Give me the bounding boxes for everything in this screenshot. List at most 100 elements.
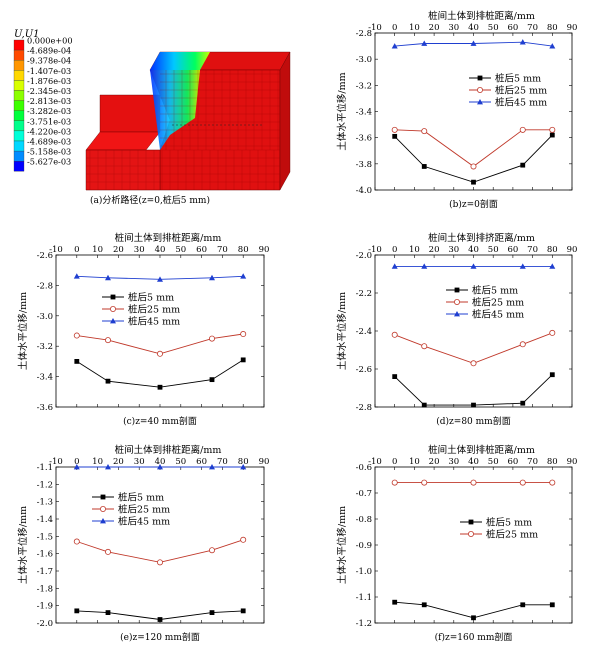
- contour-legend-label: -2.345e-03: [27, 86, 71, 96]
- x-axis-title: 桩间土体到排桩距离/mm: [115, 444, 222, 456]
- contour-legend-swatch: [13, 39, 25, 51]
- y-axis-title: 土体水平位移/mm: [17, 506, 29, 584]
- x-tick-label: -10: [368, 245, 382, 255]
- y-tick-label: -3.0: [356, 55, 372, 65]
- x-tick-label: -10: [49, 457, 63, 467]
- y-tick-label: -2.2: [356, 289, 372, 299]
- contour-legend-swatch: [13, 70, 25, 81]
- x-tick-label: 60: [196, 245, 207, 255]
- chart-caption: (e)z=120 mm剖面: [120, 631, 200, 643]
- x-tick-label: 90: [259, 457, 270, 467]
- chart-caption: (b)z=0剖面: [449, 198, 498, 210]
- x-tick-label: -10: [368, 457, 382, 467]
- x-tick-label: 80: [547, 23, 558, 33]
- data-point: [470, 40, 477, 46]
- data-point: [549, 43, 556, 49]
- legend-label: 桩后5 mm: [118, 492, 164, 504]
- data-point: [208, 335, 215, 342]
- series-line: [76, 359, 244, 388]
- chart-caption: (c)z=40 mm剖面: [123, 415, 197, 427]
- data-point: [470, 163, 477, 170]
- data-point: [240, 608, 246, 614]
- data-point: [471, 402, 476, 408]
- x-tick-label: 80: [547, 457, 558, 467]
- x-tick-label: 60: [196, 457, 207, 467]
- data-point: [156, 559, 163, 566]
- data-point: [549, 132, 555, 138]
- contour-legend-label: -4.689e-04: [27, 46, 71, 56]
- x-tick-label: 20: [429, 23, 440, 33]
- data-point: [421, 164, 427, 169]
- x-tick-label: 40: [468, 457, 479, 467]
- legend-label: 桩后5 mm: [486, 517, 532, 529]
- data-point: [240, 357, 246, 363]
- legend-label: 桩后5 mm: [128, 292, 174, 304]
- data-point: [421, 343, 428, 350]
- x-tick-label: 10: [409, 23, 420, 33]
- x-tick-label: 70: [527, 23, 538, 33]
- contour-legend-swatch: [13, 130, 25, 142]
- y-tick-label: -1.1: [37, 463, 53, 473]
- x-tick-label: 60: [507, 457, 518, 467]
- legend-label: 桩后5 mm: [472, 285, 518, 297]
- data-point: [240, 273, 247, 279]
- data-point: [391, 43, 398, 49]
- data-point: [105, 610, 111, 615]
- contour-legend-swatch: [13, 110, 25, 121]
- y-tick-label: -2.0: [356, 251, 372, 261]
- data-point: [105, 548, 112, 555]
- y-tick-label: -3.6: [37, 403, 53, 413]
- data-point: [74, 359, 80, 364]
- x-tick-label: -10: [368, 23, 382, 33]
- y-tick-label: -1.6: [37, 550, 53, 560]
- y-tick-label: -2.4: [356, 327, 372, 337]
- data-point: [549, 479, 556, 486]
- chart-caption: (d)z=80 mm剖面: [436, 415, 510, 427]
- y-tick-label: -1.2: [37, 480, 53, 490]
- data-point: [471, 615, 476, 621]
- legend-label: 桩后25 mm: [118, 504, 170, 516]
- data-point: [391, 331, 398, 338]
- series-line: [394, 332, 553, 364]
- data-point: [549, 602, 555, 608]
- y-tick-label: -2.0: [37, 619, 53, 629]
- x-axis-title: 桩间土体到排挤距离/mm: [428, 232, 535, 244]
- contour-legend-label: -9.378e-04: [27, 56, 71, 66]
- x-tick-label: 50: [175, 457, 186, 467]
- y-tick-label: -1.8: [37, 584, 53, 594]
- y-tick-label: -1.5: [37, 532, 53, 542]
- x-tick-label: 60: [507, 245, 518, 255]
- data-point: [73, 273, 80, 279]
- contour-legend-swatch: [13, 150, 25, 162]
- contour-legend-swatch: [13, 120, 25, 132]
- x-tick-label: 40: [155, 457, 166, 467]
- y-tick-label: -2.8: [37, 281, 53, 291]
- x-tick-label: 0: [392, 23, 397, 33]
- chart-caption: (f)z=160 mm剖面: [435, 631, 513, 643]
- panel-a-contour-plot: U,U1 0.000e+00-4.689e-04-9.378e-04-1.407…: [13, 29, 291, 206]
- x-tick-label: 30: [448, 457, 459, 467]
- data-point: [549, 126, 556, 133]
- data-point: [470, 479, 477, 486]
- data-point: [100, 518, 106, 524]
- chart-panel-b: -10 0 10 20 30 40 50 60 70 80 90 -2.8 -3.0 -3.2 -3.4 -3…: [336, 10, 577, 210]
- x-tick-label: 80: [238, 245, 249, 255]
- legend-label: 桩后25 mm: [486, 529, 538, 541]
- y-tick-label: -0.9: [356, 541, 372, 551]
- chart-panels: -10 0 10 20 30 40 50 60 70 80 90 -2.8 -3.0 -3.2 -3.4 -3…: [17, 10, 577, 643]
- chart-panel-d: -10 0 10 20 30 40 50 60 70 80 90 -2.0 -2.2 -2.4 -2.6 -2…: [336, 232, 577, 427]
- y-tick-label: -0.8: [356, 515, 372, 525]
- data-point: [519, 39, 526, 45]
- y-tick-label: -3.4: [356, 108, 372, 118]
- data-point: [476, 87, 483, 94]
- contour-legend-label: -3.282e-03: [27, 106, 71, 116]
- contour-legend-title: U,U1: [14, 29, 39, 40]
- contour-legend-swatch: [13, 49, 25, 61]
- x-tick-label: 80: [238, 457, 249, 467]
- legend-label: 桩后25 mm: [128, 304, 180, 316]
- contour-legend-label: 0.000e+00: [27, 36, 73, 46]
- x-tick-label: 50: [488, 23, 499, 33]
- data-point: [549, 329, 556, 336]
- data-point: [73, 332, 80, 339]
